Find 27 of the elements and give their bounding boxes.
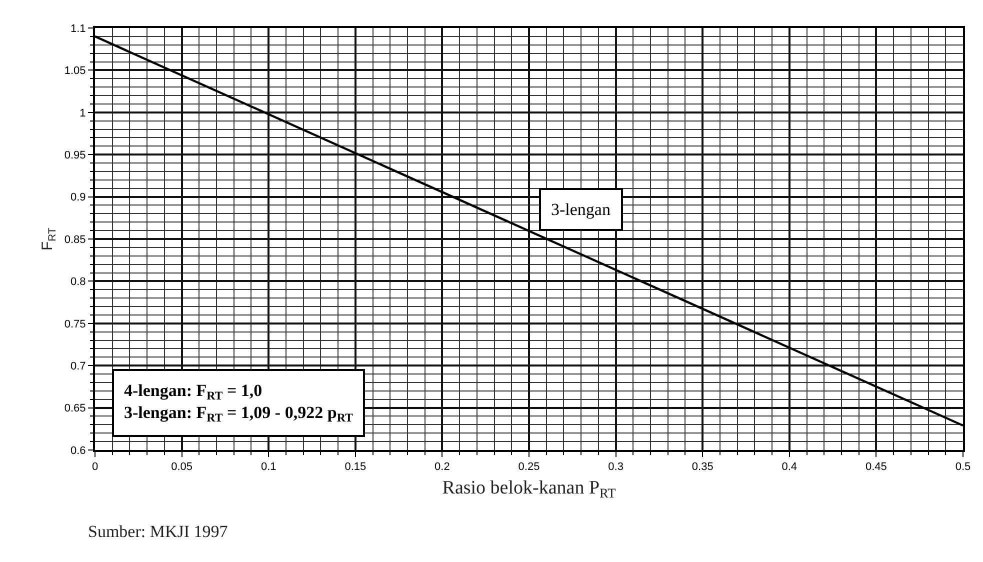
x-tick-label: 0 bbox=[92, 461, 98, 474]
y-tick-label: 0.7 bbox=[70, 360, 86, 372]
y-tick-label: 0.95 bbox=[64, 149, 86, 162]
x-tick-label: 0.25 bbox=[518, 461, 540, 474]
x-tick-label: 0.35 bbox=[692, 461, 714, 474]
annotation: 3-lengan: F$_{RT}$ = 1,09 - 0,922 p$_{RT}$ bbox=[124, 403, 353, 425]
y-tick-label: 0.65 bbox=[64, 402, 86, 415]
x-tick-label: 0.45 bbox=[865, 461, 887, 474]
x-tick-label: 0.2 bbox=[434, 461, 450, 474]
x-tick-label: 0.1 bbox=[260, 461, 276, 474]
y-tick-label: 0.9 bbox=[70, 192, 86, 204]
y-tick-label: 0.6 bbox=[70, 444, 86, 457]
x-tick-label: 0.4 bbox=[782, 461, 798, 474]
x-tick-label: 0.5 bbox=[955, 461, 971, 474]
x-tick-label: 0.3 bbox=[608, 461, 624, 474]
y-tick-label: 0.75 bbox=[64, 318, 86, 330]
x-tick-label: 0.05 bbox=[171, 461, 193, 474]
x-tick-label: 0.15 bbox=[344, 461, 366, 474]
text: Sumber: MKJI 1997 bbox=[88, 522, 228, 541]
annotation: 4-lengan: F$_{RT}$ = 1,0 bbox=[124, 381, 262, 403]
y-tick-label: 1.05 bbox=[64, 65, 86, 78]
y-tick-label: 0.85 bbox=[64, 234, 86, 246]
y-tick-label: 0.8 bbox=[70, 276, 86, 288]
y-tick-label: 1 bbox=[80, 107, 86, 120]
x-axis-title: Rasio belok-kanan P$_{RT}$ bbox=[442, 478, 616, 500]
series-label: 3-lengan bbox=[551, 200, 611, 219]
y-tick-label: 1.1 bbox=[70, 22, 86, 35]
